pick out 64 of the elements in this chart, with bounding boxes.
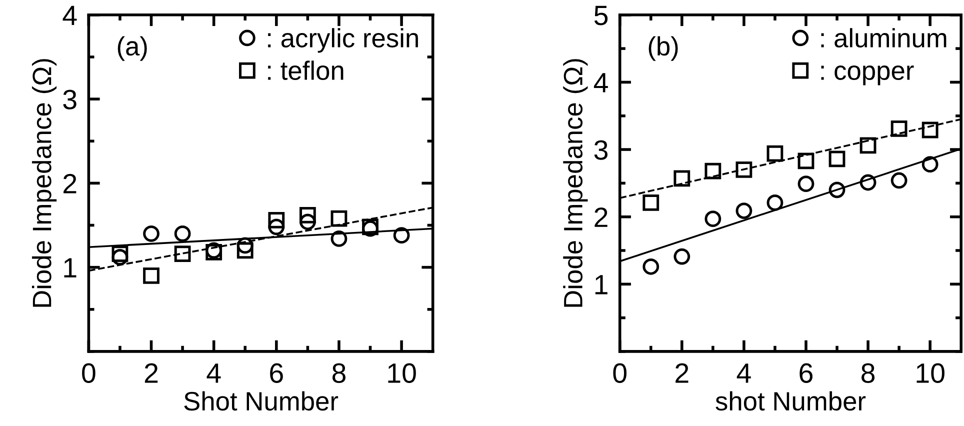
point [674, 248, 690, 265]
point [922, 156, 938, 173]
point [890, 172, 908, 189]
point [736, 162, 752, 178]
y-tick-label: 2 [594, 208, 608, 227]
x-tick-label: 6 [800, 363, 812, 383]
point [766, 145, 784, 162]
point [642, 258, 660, 275]
point [236, 242, 254, 259]
point [922, 122, 938, 138]
point [798, 152, 814, 170]
y-tick-label: 4 [62, 6, 77, 25]
point [299, 214, 316, 230]
x-axis-title: shot Number [716, 391, 866, 411]
x-tick-label: 2 [676, 363, 688, 383]
x-tick-label: 6 [270, 363, 283, 383]
point [299, 206, 316, 224]
x-tick-label: 10 [916, 363, 944, 383]
x-tick-label: 2 [144, 363, 158, 383]
point [674, 170, 690, 187]
y-tick-label: 5 [594, 6, 608, 26]
y-tick-label: 2 [64, 174, 76, 194]
annotation: (a) [118, 36, 147, 61]
point [860, 174, 876, 191]
point [736, 202, 752, 219]
point [174, 246, 191, 262]
point [704, 162, 722, 180]
point [860, 137, 876, 154]
x-tick-label: 4 [736, 364, 751, 383]
point [143, 268, 160, 284]
y-tick-label: 4 [594, 73, 608, 92]
annotation: (b) [648, 36, 678, 61]
legend-label: : acrylic resin [268, 28, 418, 53]
point [112, 246, 128, 262]
point [174, 225, 191, 242]
y-tick-label: 1 [595, 275, 608, 294]
x-tick-label: 0 [613, 363, 626, 383]
y-tick-label: 1 [64, 258, 76, 278]
x-tick-label: 0 [82, 363, 96, 383]
x-tick-label: 10 [388, 363, 416, 383]
point [268, 212, 285, 228]
point [766, 194, 784, 211]
point [330, 210, 348, 227]
legend-label: : teflon [268, 60, 344, 80]
point [393, 227, 410, 244]
y-axis-title: Diode Impedance (Ω) [32, 59, 57, 307]
x-tick-label: 4 [206, 364, 221, 383]
x-axis-title: Shot Number [184, 391, 338, 411]
x-tick-label: 8 [332, 363, 346, 383]
point [828, 150, 846, 168]
y-tick-label: 3 [63, 90, 76, 110]
legend-label: : aluminum [821, 28, 946, 48]
point [890, 120, 908, 137]
point [330, 230, 348, 247]
x-tick-label: 8 [862, 363, 875, 383]
point [268, 218, 285, 236]
y-tick-label: 3 [594, 140, 608, 160]
point [828, 182, 846, 198]
point [798, 176, 814, 192]
y-axis-title: Diode Impedance (Ω) [563, 59, 588, 307]
point [143, 225, 160, 242]
legend-label: : copper [821, 66, 914, 86]
point [642, 194, 660, 211]
point [704, 210, 722, 228]
